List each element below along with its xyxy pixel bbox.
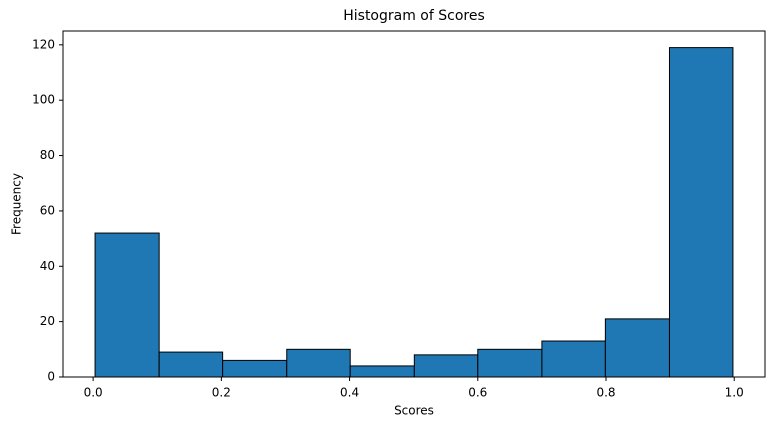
y-tick-label: 100	[32, 93, 55, 107]
bar	[604, 318, 670, 378]
x-tick-label: 0.2	[212, 386, 231, 400]
x-axis-label: Scores	[394, 404, 434, 418]
bar	[94, 232, 160, 378]
bar	[349, 365, 415, 378]
bar	[222, 359, 288, 378]
y-axis-label: Frequency	[10, 173, 24, 235]
y-tick-label: 60	[40, 203, 55, 217]
x-tick-label: 0.8	[596, 386, 615, 400]
y-tick-label: 0	[47, 370, 55, 384]
y-tick-label: 40	[40, 259, 55, 273]
y-tick-label: 120	[32, 37, 55, 51]
x-tick-label: 1.0	[725, 386, 744, 400]
bar	[158, 351, 224, 378]
bar	[286, 348, 351, 378]
bar	[541, 340, 606, 378]
x-tick-label: 0.4	[340, 386, 359, 400]
bar	[477, 348, 543, 378]
bar	[413, 354, 479, 378]
x-tick-label: 0.0	[84, 386, 103, 400]
axes-frame	[62, 30, 766, 378]
y-tick-label: 80	[40, 148, 55, 162]
chart-title: Histogram of Scores	[343, 8, 485, 24]
x-tick-label: 0.6	[468, 386, 487, 400]
bar	[668, 47, 734, 378]
y-tick-label: 20	[40, 314, 55, 328]
